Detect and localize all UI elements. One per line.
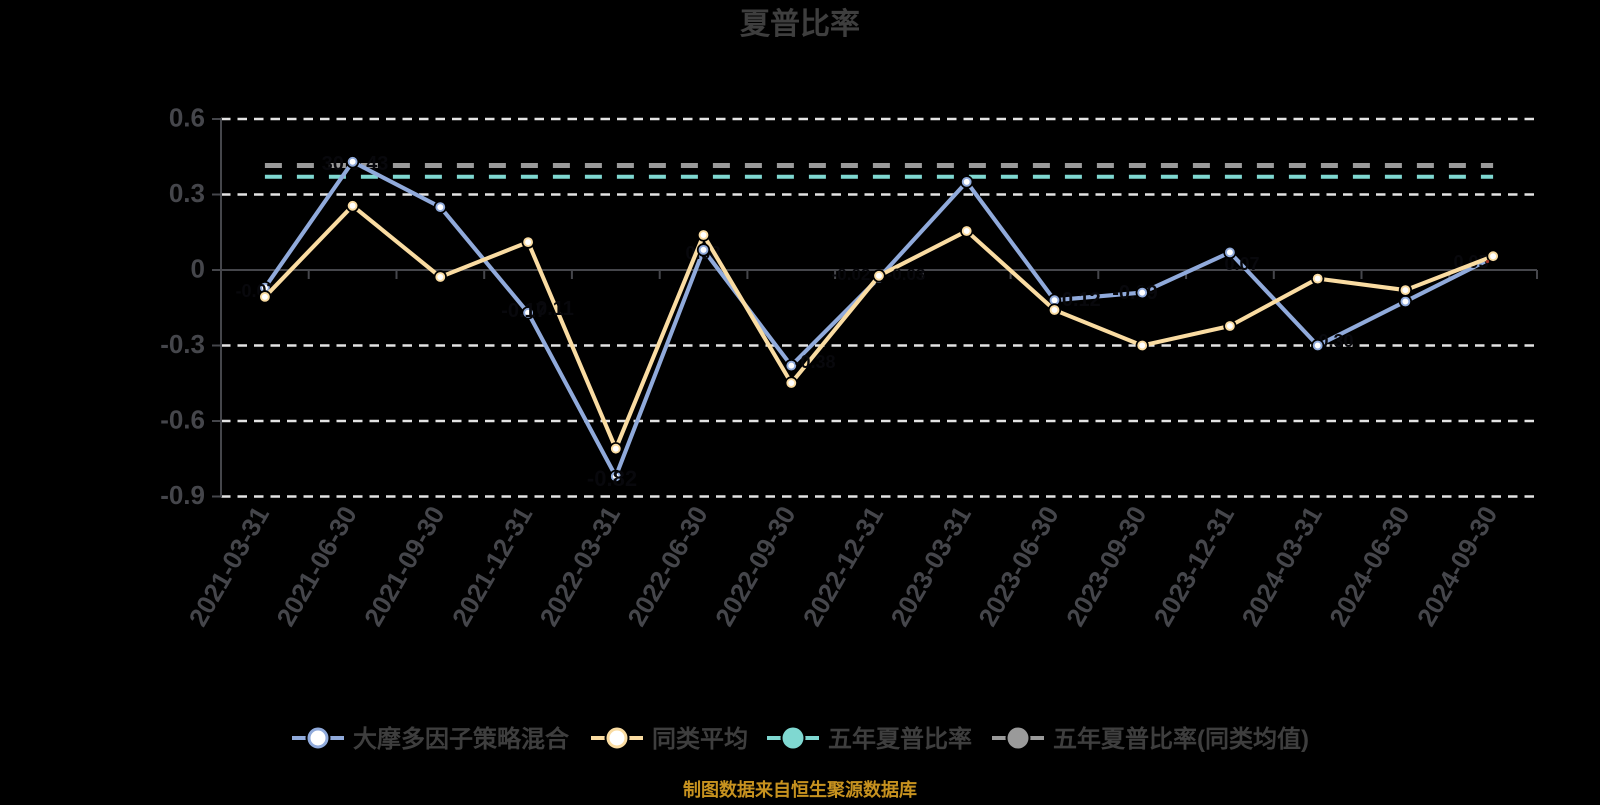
svg-text:-0.09: -0.09 xyxy=(1112,282,1158,304)
svg-text:-0.9: -0.9 xyxy=(160,480,205,510)
svg-text:0.6: 0.6 xyxy=(169,103,205,133)
svg-text:-0.17: -0.17 xyxy=(501,300,547,322)
svg-text:五年夏普比率: 五年夏普比率 xyxy=(828,725,972,753)
svg-text:夏普比率: 夏普比率 xyxy=(740,7,860,41)
svg-text:五年夏普比率(同类均值): 五年夏普比率(同类均值) xyxy=(1053,725,1309,753)
svg-text:同类平均: 同类平均 xyxy=(652,725,748,753)
svg-text:0: 0 xyxy=(191,254,205,284)
svg-text:-0.38: -0.38 xyxy=(794,352,835,372)
svg-text:0.3: 0.3 xyxy=(169,178,205,208)
svg-text:-0.6: -0.6 xyxy=(160,405,205,435)
svg-text:-0.03: -0.03 xyxy=(887,265,926,284)
svg-text:-0.82: -0.82 xyxy=(587,466,637,491)
svg-text:制图数据来自恒生聚源数据库: 制图数据来自恒生聚源数据库 xyxy=(683,779,917,800)
svg-text:0.11: 0.11 xyxy=(536,298,574,320)
svg-text:-0.02: -0.02 xyxy=(832,265,871,284)
svg-text:-0.12: -0.12 xyxy=(1055,289,1101,311)
svg-text:大摩多因子策略混合: 大摩多因子策略混合 xyxy=(353,725,570,753)
svg-text:-0.3: -0.3 xyxy=(160,329,205,359)
svg-text:0.07: 0.07 xyxy=(1224,254,1259,274)
